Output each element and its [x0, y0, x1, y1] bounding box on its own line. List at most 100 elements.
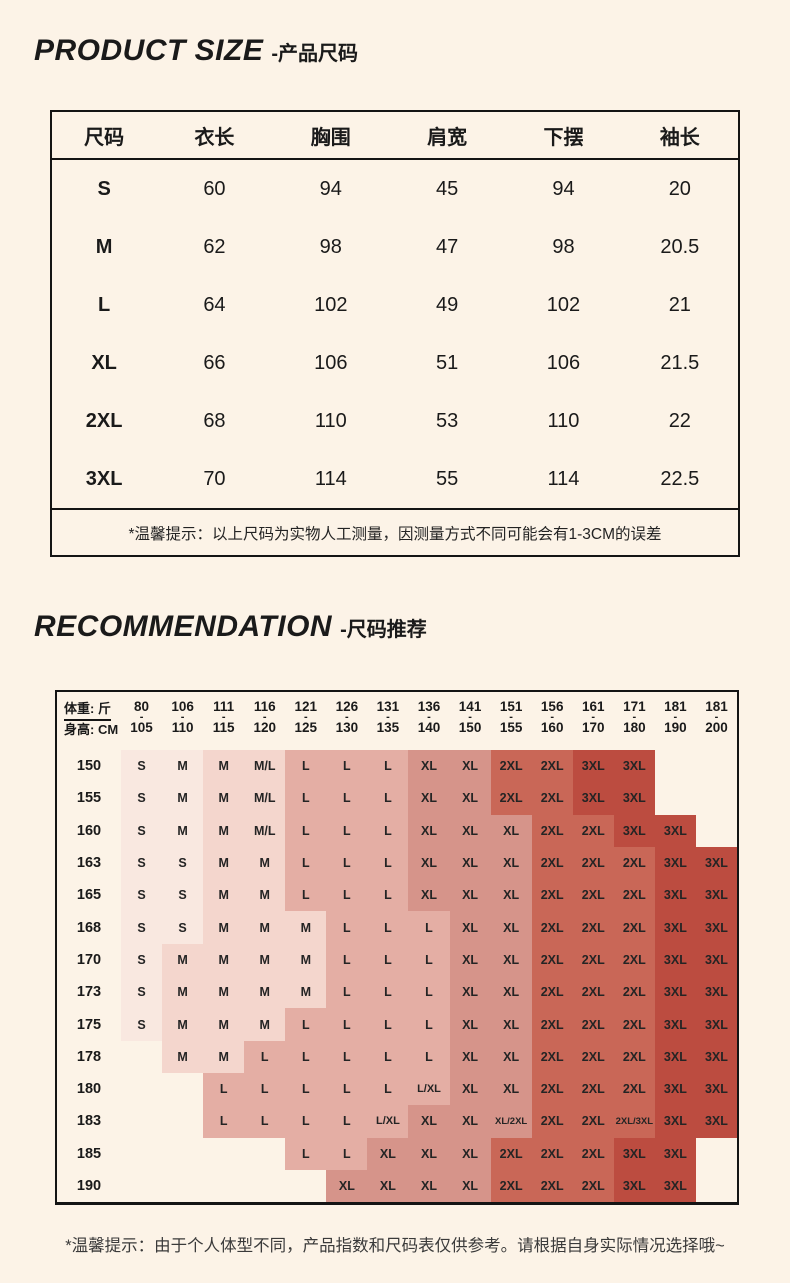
recommended-size-cell: 2XL	[572, 1040, 614, 1073]
recommended-size-cell: L	[326, 1137, 368, 1170]
height-row-label: 175	[76, 1016, 102, 1033]
recommended-size-cell: XL	[449, 814, 491, 847]
weight-range-column-header: 116-120	[244, 692, 285, 750]
recommended-size-cell: XL/2XL	[490, 1105, 532, 1138]
recommended-size-cell: 3XL	[695, 1105, 737, 1138]
recommended-size-cell: M	[162, 782, 204, 815]
recommended-size-cell: 2XL	[572, 943, 614, 977]
recommended-size-cell	[655, 750, 696, 782]
weight-range-max: 125	[294, 720, 318, 735]
footer-note: *温馨提示：由于个人体型不同，产品指数和尺码表仅供参考。请根据自身实际情况选择哦…	[65, 1237, 725, 1255]
recommended-size-cell: XL	[449, 1105, 491, 1138]
recommended-size-cell	[696, 782, 737, 814]
recommended-size-cell: S	[121, 976, 163, 1009]
recommended-size-cell: XL	[490, 1008, 532, 1041]
weight-range-min: 181	[705, 699, 728, 714]
size-value-cell: 20	[668, 177, 691, 200]
recommended-size-cell: L	[367, 943, 409, 977]
recommended-size-cell: L	[408, 1008, 450, 1041]
recommended-size-cell: L	[326, 976, 368, 1009]
size-label-cell: S	[97, 177, 111, 200]
recommended-size-cell: 3XL	[654, 1040, 696, 1073]
size-value-cell: 45	[436, 177, 459, 200]
height-row-label: 160	[76, 822, 102, 839]
recommendation-table-body: 150 S M M M/L L L L XL XL 2XL 2XL 3XL 3XL 155 S M M M/L L L L…	[57, 750, 737, 1203]
recommended-size-cell: 2XL	[531, 1105, 573, 1138]
recommended-size-cell	[121, 1105, 162, 1137]
recommended-size-cell: 2XL	[572, 911, 614, 944]
recommended-size-cell: 2XL	[531, 1008, 573, 1041]
recommended-size-cell: XL	[408, 814, 450, 847]
recommended-size-cell: 2XL	[572, 1137, 614, 1170]
recommended-size-cell: 3XL	[695, 879, 737, 912]
recommended-size-cell: 3XL	[654, 1137, 696, 1170]
size-table-row: L 64 102 49 102 21	[52, 276, 738, 334]
recommended-size-cell: L/XL	[408, 1072, 450, 1106]
recommended-size-cell: XL	[367, 1169, 409, 1203]
recommended-size-cell: L	[326, 1008, 368, 1041]
recommended-size-cell: 2XL	[531, 1137, 573, 1170]
product-size-title-zh: -产品尺码	[271, 43, 359, 65]
weight-range-min: 106	[171, 699, 194, 714]
size-value-cell: 70	[203, 467, 226, 490]
recommended-size-cell: S	[162, 846, 204, 880]
recommended-size-cell: L	[408, 1040, 450, 1073]
recommended-size-cell: XL	[449, 846, 491, 880]
recommended-size-cell: S	[121, 750, 163, 783]
recommended-size-cell: XL	[449, 1008, 491, 1041]
size-value-cell: 98	[552, 235, 575, 258]
recommended-size-cell: M	[203, 943, 245, 977]
recommended-size-cell: 2XL	[531, 750, 573, 783]
recommended-size-cell: 3XL	[654, 814, 696, 847]
recommended-size-cell: XL	[326, 1169, 368, 1203]
recommended-size-cell	[121, 1073, 162, 1105]
size-value-cell: 53	[436, 409, 459, 432]
recommended-size-cell: L	[326, 1040, 368, 1073]
size-value-cell: 49	[436, 293, 459, 316]
recommended-size-cell: S	[121, 814, 163, 847]
size-value-cell: 114	[547, 467, 580, 490]
recommended-size-cell: 3XL	[654, 1008, 696, 1041]
recommended-size-cell: 2XL/3XL	[613, 1105, 655, 1138]
weight-range-max: 120	[253, 720, 276, 735]
recommended-size-cell: L	[408, 911, 450, 944]
height-row-label: 163	[76, 855, 102, 872]
weight-range-max: 160	[540, 720, 564, 735]
recommendation-table: 体重: 斤身高: CM 80-105 106-110 111-115 116-120 12…	[55, 690, 739, 1206]
weight-range-column-header: 141-150	[450, 692, 491, 750]
recommended-size-cell: 3XL	[654, 1072, 696, 1106]
recommended-size-cell: S	[121, 911, 163, 944]
recommended-size-cell: XL	[449, 879, 491, 912]
recommended-size-cell: M	[285, 943, 327, 977]
weight-range-dash: -	[139, 711, 144, 723]
size-value-cell: 102	[314, 293, 348, 316]
height-row-label: 155	[76, 790, 102, 807]
size-table-row: M 62 98 47 98 20.5	[52, 218, 738, 276]
recommended-size-cell: L	[408, 943, 450, 977]
recommended-size-cell: L	[326, 846, 368, 880]
recommended-size-cell: 2XL	[613, 846, 655, 880]
recommended-size-cell: XL	[490, 879, 532, 912]
recommended-size-cell: M	[162, 976, 204, 1009]
size-table-row: 3XL 70 114 55 114 22.5	[52, 450, 738, 508]
size-value-cell: 47	[436, 235, 459, 258]
recommended-size-cell: S	[121, 1008, 163, 1041]
recommended-size-cell: L	[285, 782, 327, 815]
recommended-size-cell: M	[244, 1008, 286, 1041]
weight-range-column-header: 126-130	[326, 692, 367, 750]
recommended-size-cell: L	[326, 782, 368, 815]
recommended-size-cell: L	[326, 750, 368, 783]
recommended-size-cell: XL	[490, 976, 532, 1009]
recommended-size-cell: XL	[367, 1137, 409, 1170]
weight-range-column-header: 136-140	[408, 692, 449, 750]
weight-range-max: 110	[171, 720, 194, 735]
weight-range-dash: -	[632, 711, 637, 723]
size-value-cell: 98	[319, 235, 342, 258]
recommended-size-cell: 3XL	[654, 911, 696, 944]
weight-range-dash: -	[221, 711, 226, 723]
recommended-size-cell: 2XL	[490, 782, 532, 815]
size-table-row: 2XL 68 110 53 110 22	[52, 392, 738, 450]
recommended-size-cell: M	[285, 911, 327, 944]
recommended-size-cell: M	[162, 1040, 204, 1073]
recommended-size-cell: M	[203, 846, 245, 880]
